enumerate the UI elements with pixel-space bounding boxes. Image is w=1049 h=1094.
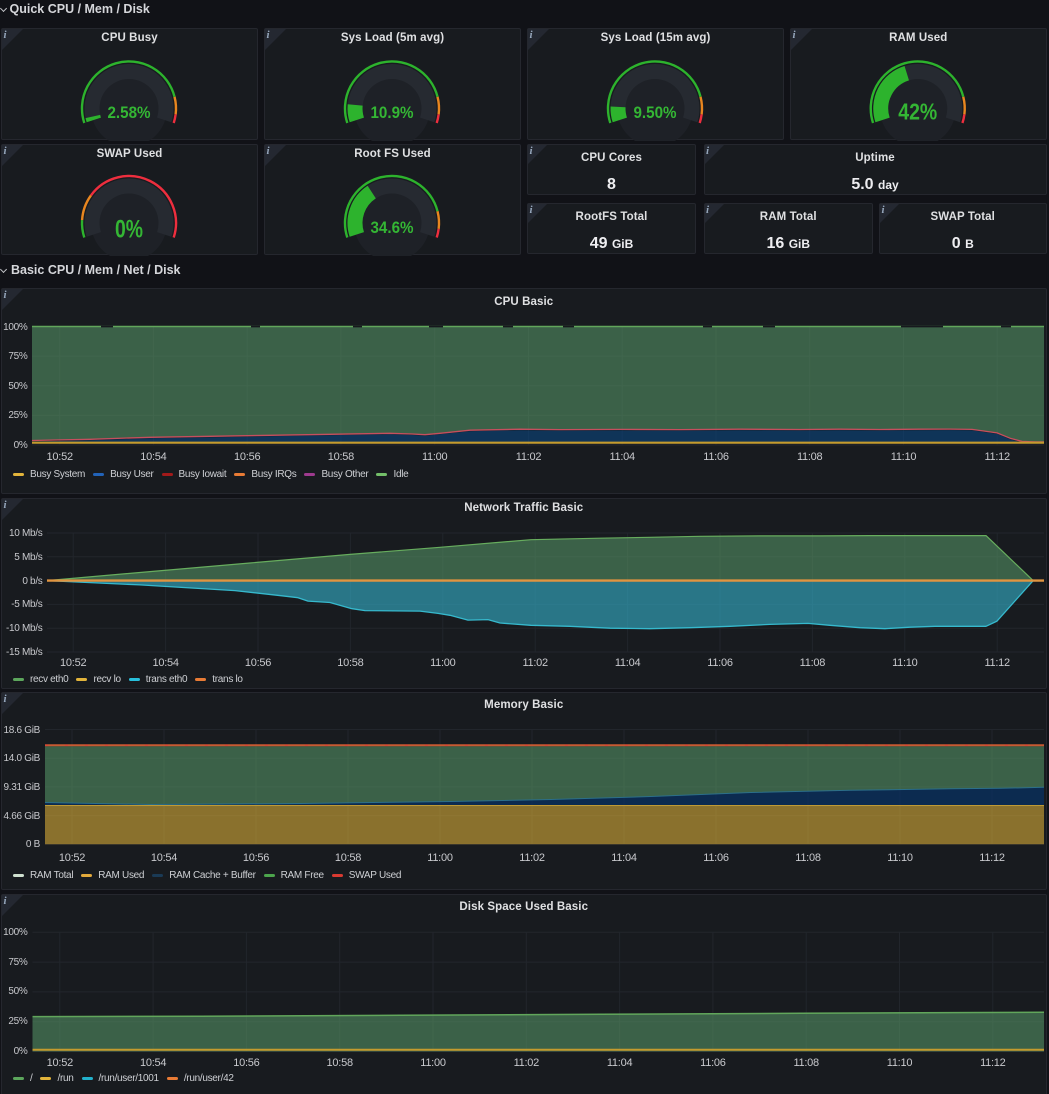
svg-text:10.9%: 10.9% [371,103,414,122]
svg-text:9.50%: 9.50% [634,103,677,122]
svg-text:2.58%: 2.58% [108,103,151,122]
svg-text:34.6%: 34.6% [371,218,414,237]
svg-text:0%: 0% [115,215,143,243]
svg-text:42%: 42% [898,99,937,125]
